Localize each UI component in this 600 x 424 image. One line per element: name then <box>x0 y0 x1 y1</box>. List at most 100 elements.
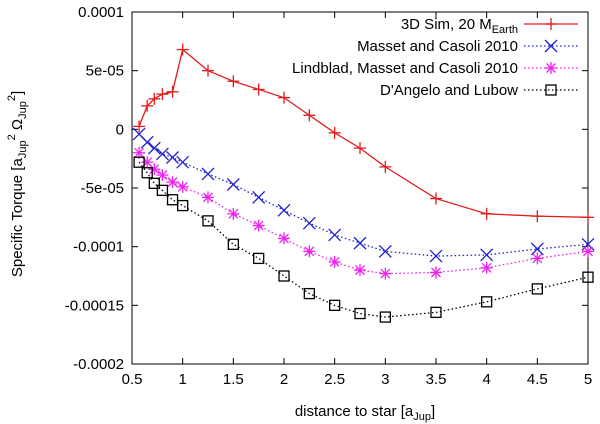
series-line-2 <box>138 152 589 275</box>
series-3-point <box>156 184 169 196</box>
series-3-point <box>148 177 160 189</box>
series-0-point <box>202 64 214 77</box>
series-0-point <box>133 120 146 133</box>
series-1-point <box>140 135 154 149</box>
y-axis-title: Specific Torque [aJup2 ΩJup2] <box>6 91 29 277</box>
series-1-point <box>226 178 240 191</box>
series-2-point <box>430 266 442 279</box>
series-0-point <box>582 211 594 224</box>
series-3-point <box>582 271 594 283</box>
series-0-point <box>480 207 493 220</box>
x-tick-label: 1 <box>178 371 186 388</box>
legend-marker-1 <box>544 39 558 53</box>
series-2-point <box>227 207 240 220</box>
series-1-point <box>147 141 161 155</box>
series-0-point <box>303 109 316 122</box>
series-2-point <box>202 191 214 204</box>
series-layer <box>132 43 595 323</box>
series-0-point <box>252 83 265 96</box>
series-0-point <box>166 85 179 98</box>
series-0-point <box>531 210 544 223</box>
series-line-3 <box>138 161 589 318</box>
series-2-point <box>328 255 341 268</box>
series-3-point <box>303 287 315 300</box>
series-0-point <box>176 43 189 56</box>
series-2-point <box>166 176 179 189</box>
series-2-point <box>582 245 594 258</box>
series-0-point <box>141 99 154 112</box>
series-1-point <box>328 228 342 242</box>
series-1-point <box>166 151 179 164</box>
y-tick-label: -0.0001 <box>73 239 124 256</box>
series-3-point <box>329 299 341 311</box>
x-tick-label: 5 <box>584 371 592 388</box>
series-2-point <box>480 261 493 274</box>
series-2-point <box>531 252 544 265</box>
series-3-point <box>133 156 145 168</box>
legend-marker-0 <box>545 18 557 30</box>
y-tick-label: -0.0002 <box>73 356 124 373</box>
series-0-point <box>148 92 161 105</box>
y-tick-label: 0.0001 <box>78 4 124 21</box>
x-tick-label: 2.5 <box>324 371 345 388</box>
series-2-point <box>156 169 169 182</box>
series-0-point <box>328 126 341 139</box>
y-tick-label: 5e-05 <box>86 63 124 80</box>
y-tick-label: -0.00015 <box>65 297 124 314</box>
series-3-point <box>379 311 391 323</box>
series-1-point <box>252 190 266 204</box>
series-1-point <box>378 244 392 258</box>
series-0-point <box>156 88 169 101</box>
series-1-point <box>155 147 169 161</box>
y-tick-label: -5e-05 <box>81 180 124 197</box>
legend-label-1: Masset and Casoli 2010 <box>357 38 518 55</box>
series-3-point <box>177 199 189 212</box>
series-3-point <box>202 215 214 227</box>
series-0-point <box>278 91 290 104</box>
series-3-point <box>141 167 153 179</box>
series-2-point <box>379 267 392 280</box>
series-3-point <box>430 306 442 319</box>
series-1-point <box>429 249 443 263</box>
series-2-point <box>303 245 316 258</box>
series-2-point <box>252 219 265 232</box>
x-tick-label: 2 <box>280 371 288 388</box>
x-tick-label: 0.5 <box>122 371 143 388</box>
legend-marker-2 <box>545 62 557 74</box>
x-tick-label: 3.5 <box>426 371 447 388</box>
x-axis-title: distance to star [aJup] <box>295 403 435 423</box>
x-tick-label: 4.5 <box>527 371 548 388</box>
series-3-point <box>354 307 366 320</box>
series-0-point <box>227 75 240 88</box>
axis-ticks: 0.5 1 1.5 2 2.5 3 3.5 4 4.5 5 0.0001 5e-05 0 -5e-05 -0… <box>65 4 592 388</box>
x-tick-label: 1.5 <box>223 371 244 388</box>
series-3-point <box>253 252 265 265</box>
series-0-point <box>354 142 366 155</box>
series-0-point <box>430 192 442 205</box>
legend-label-0: 3D Sim, 20 MEarth <box>401 16 518 36</box>
legend-label-3: D'Angelo and Lubow <box>380 82 518 99</box>
series-2-point <box>278 232 290 245</box>
series-1-point <box>353 236 367 250</box>
series-1-point <box>201 167 215 181</box>
series-3-point <box>481 296 493 308</box>
legend-marker-3 <box>545 84 557 96</box>
series-1-point <box>480 248 494 262</box>
series-1-point <box>302 216 316 230</box>
legend-label-2: Lindblad, Masset and Casoli 2010 <box>292 60 518 77</box>
series-line-0 <box>138 48 589 218</box>
series-3-point <box>278 270 290 282</box>
series-0-point <box>379 160 392 173</box>
series-1-point <box>277 203 291 217</box>
series-2-point <box>148 163 161 176</box>
series-3-point <box>166 194 179 206</box>
series-2-point <box>354 264 366 277</box>
legend: 3D Sim, 20 MEarth Masset and Casoli 2010 L… <box>292 16 578 99</box>
x-tick-label: 3 <box>381 371 389 388</box>
series-2-point <box>176 180 189 193</box>
series-1-point <box>581 237 595 251</box>
series-3-point <box>227 238 239 250</box>
y-tick-label: 0 <box>116 121 124 138</box>
series-1-point <box>176 155 190 169</box>
